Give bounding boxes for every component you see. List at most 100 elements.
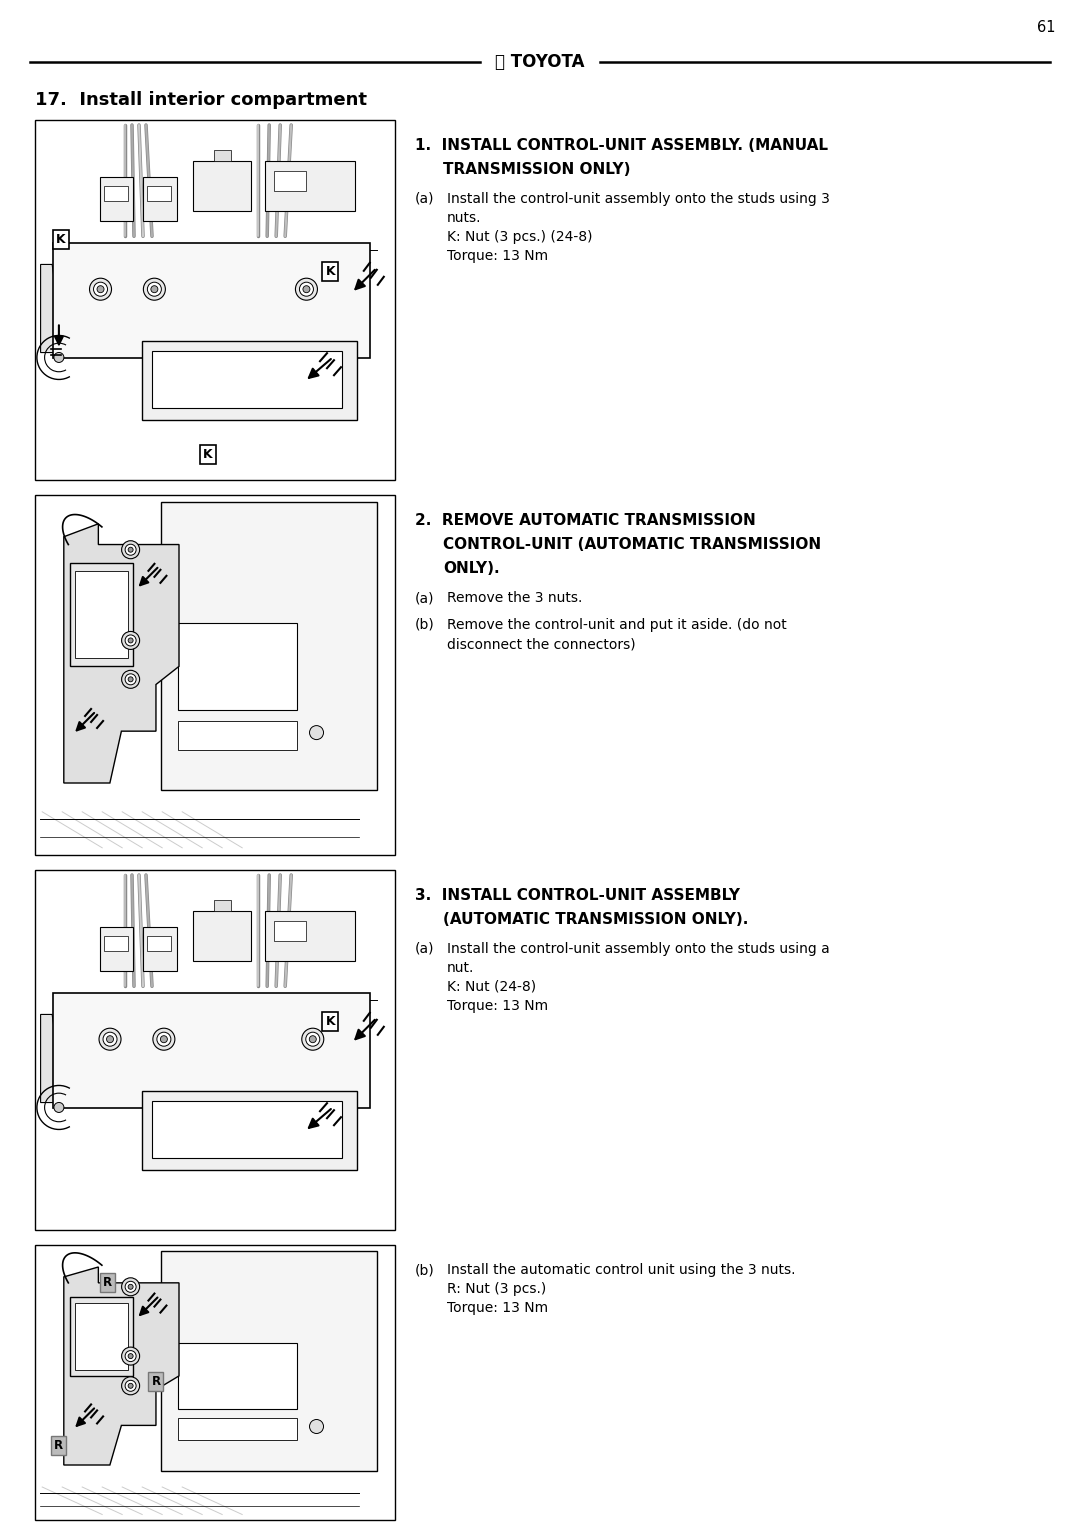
Text: (a): (a) (415, 941, 434, 957)
Bar (178, 623, 297, 709)
Text: K: Nut (3 pcs.) (24-8): K: Nut (3 pcs.) (24-8) (447, 231, 593, 244)
Bar (193, 160, 251, 211)
Circle shape (296, 278, 318, 299)
Bar (75, 571, 127, 659)
Text: 3.  INSTALL CONTROL-UNIT ASSEMBLY: 3. INSTALL CONTROL-UNIT ASSEMBLY (415, 888, 740, 903)
Text: R: Nut (3 pcs.): R: Nut (3 pcs.) (447, 1282, 546, 1296)
Text: nut.: nut. (447, 961, 474, 975)
Bar (266, 160, 355, 211)
Circle shape (153, 1028, 175, 1050)
Circle shape (129, 1285, 133, 1290)
Circle shape (122, 671, 139, 688)
Polygon shape (64, 524, 179, 782)
Bar (69, 1297, 133, 1375)
Bar (53, 243, 369, 359)
Text: K: K (325, 264, 335, 278)
Circle shape (125, 674, 136, 685)
Circle shape (122, 1377, 139, 1395)
Text: ONLY).: ONLY). (443, 561, 500, 576)
Circle shape (310, 1420, 324, 1433)
Text: nuts.: nuts. (447, 211, 482, 225)
Circle shape (99, 1028, 121, 1050)
Circle shape (299, 283, 313, 296)
Text: K: Nut (24-8): K: Nut (24-8) (447, 979, 536, 995)
Bar (178, 721, 297, 750)
Circle shape (157, 1033, 171, 1047)
Text: TRANSMISSION ONLY): TRANSMISSION ONLY) (443, 162, 631, 177)
Circle shape (125, 636, 136, 646)
Circle shape (94, 283, 108, 296)
Bar (99, 177, 133, 220)
Bar (161, 1250, 377, 1470)
Circle shape (125, 1282, 136, 1293)
Circle shape (129, 637, 133, 643)
Circle shape (310, 726, 324, 740)
Text: Remove the 3 nuts.: Remove the 3 nuts. (447, 591, 582, 605)
Text: R: R (54, 1439, 63, 1452)
Text: (b): (b) (415, 1264, 435, 1277)
Circle shape (90, 278, 111, 299)
Text: Torque: 13 Nm: Torque: 13 Nm (447, 249, 549, 263)
Bar (152, 350, 342, 408)
Circle shape (54, 1103, 64, 1112)
Bar (104, 186, 127, 202)
Circle shape (103, 1033, 117, 1047)
Text: Install the automatic control unit using the 3 nuts.: Install the automatic control unit using… (447, 1264, 796, 1277)
Text: Ⓣ TOYOTA: Ⓣ TOYOTA (496, 53, 584, 70)
Bar (35, 495, 395, 856)
Bar (141, 341, 357, 420)
Bar (69, 562, 133, 666)
Circle shape (125, 544, 136, 555)
Text: K: K (325, 1015, 335, 1028)
Text: R: R (103, 1276, 112, 1290)
Bar (147, 937, 171, 952)
Circle shape (129, 1354, 133, 1358)
Circle shape (129, 677, 133, 681)
Bar (75, 1303, 127, 1369)
Circle shape (107, 1036, 113, 1042)
Text: K: K (56, 234, 66, 246)
Bar (274, 921, 306, 941)
Circle shape (160, 1036, 167, 1042)
Bar (141, 1091, 357, 1170)
Text: disconnect the connectors): disconnect the connectors) (447, 637, 636, 651)
Text: Torque: 13 Nm: Torque: 13 Nm (447, 1300, 549, 1316)
Circle shape (147, 283, 161, 296)
Bar (53, 993, 369, 1108)
Bar (147, 186, 171, 202)
Circle shape (144, 278, 165, 299)
Bar (266, 911, 355, 961)
Bar (178, 1418, 297, 1439)
Circle shape (301, 1028, 324, 1050)
Circle shape (122, 631, 139, 649)
Text: 61: 61 (1037, 20, 1055, 35)
Bar (152, 1100, 342, 1158)
Circle shape (306, 1033, 320, 1047)
Text: (b): (b) (415, 617, 435, 633)
Circle shape (122, 1348, 139, 1365)
Bar (178, 1343, 297, 1409)
Circle shape (125, 1380, 136, 1392)
Circle shape (125, 1351, 136, 1361)
Bar (214, 900, 231, 911)
Text: R: R (151, 1375, 161, 1389)
Text: Install the control-unit assembly onto the studs using a: Install the control-unit assembly onto t… (447, 941, 829, 957)
Circle shape (122, 541, 139, 559)
Bar (35, 121, 395, 480)
Text: CONTROL-UNIT (AUTOMATIC TRANSMISSION: CONTROL-UNIT (AUTOMATIC TRANSMISSION (443, 536, 821, 552)
Text: Install the control-unit assembly onto the studs using 3: Install the control-unit assembly onto t… (447, 193, 829, 206)
Text: (a): (a) (415, 193, 434, 206)
Bar (274, 171, 306, 191)
Bar (99, 927, 133, 970)
Polygon shape (64, 1267, 179, 1465)
Circle shape (309, 1036, 316, 1042)
Bar (144, 927, 177, 970)
Text: 2.  REMOVE AUTOMATIC TRANSMISSION: 2. REMOVE AUTOMATIC TRANSMISSION (415, 513, 756, 529)
Bar (144, 177, 177, 220)
Bar (35, 869, 395, 1230)
Text: (AUTOMATIC TRANSMISSION ONLY).: (AUTOMATIC TRANSMISSION ONLY). (443, 912, 748, 927)
Text: K: K (203, 448, 213, 461)
Text: Torque: 13 Nm: Torque: 13 Nm (447, 999, 549, 1013)
Circle shape (129, 547, 133, 552)
Circle shape (129, 1383, 133, 1389)
